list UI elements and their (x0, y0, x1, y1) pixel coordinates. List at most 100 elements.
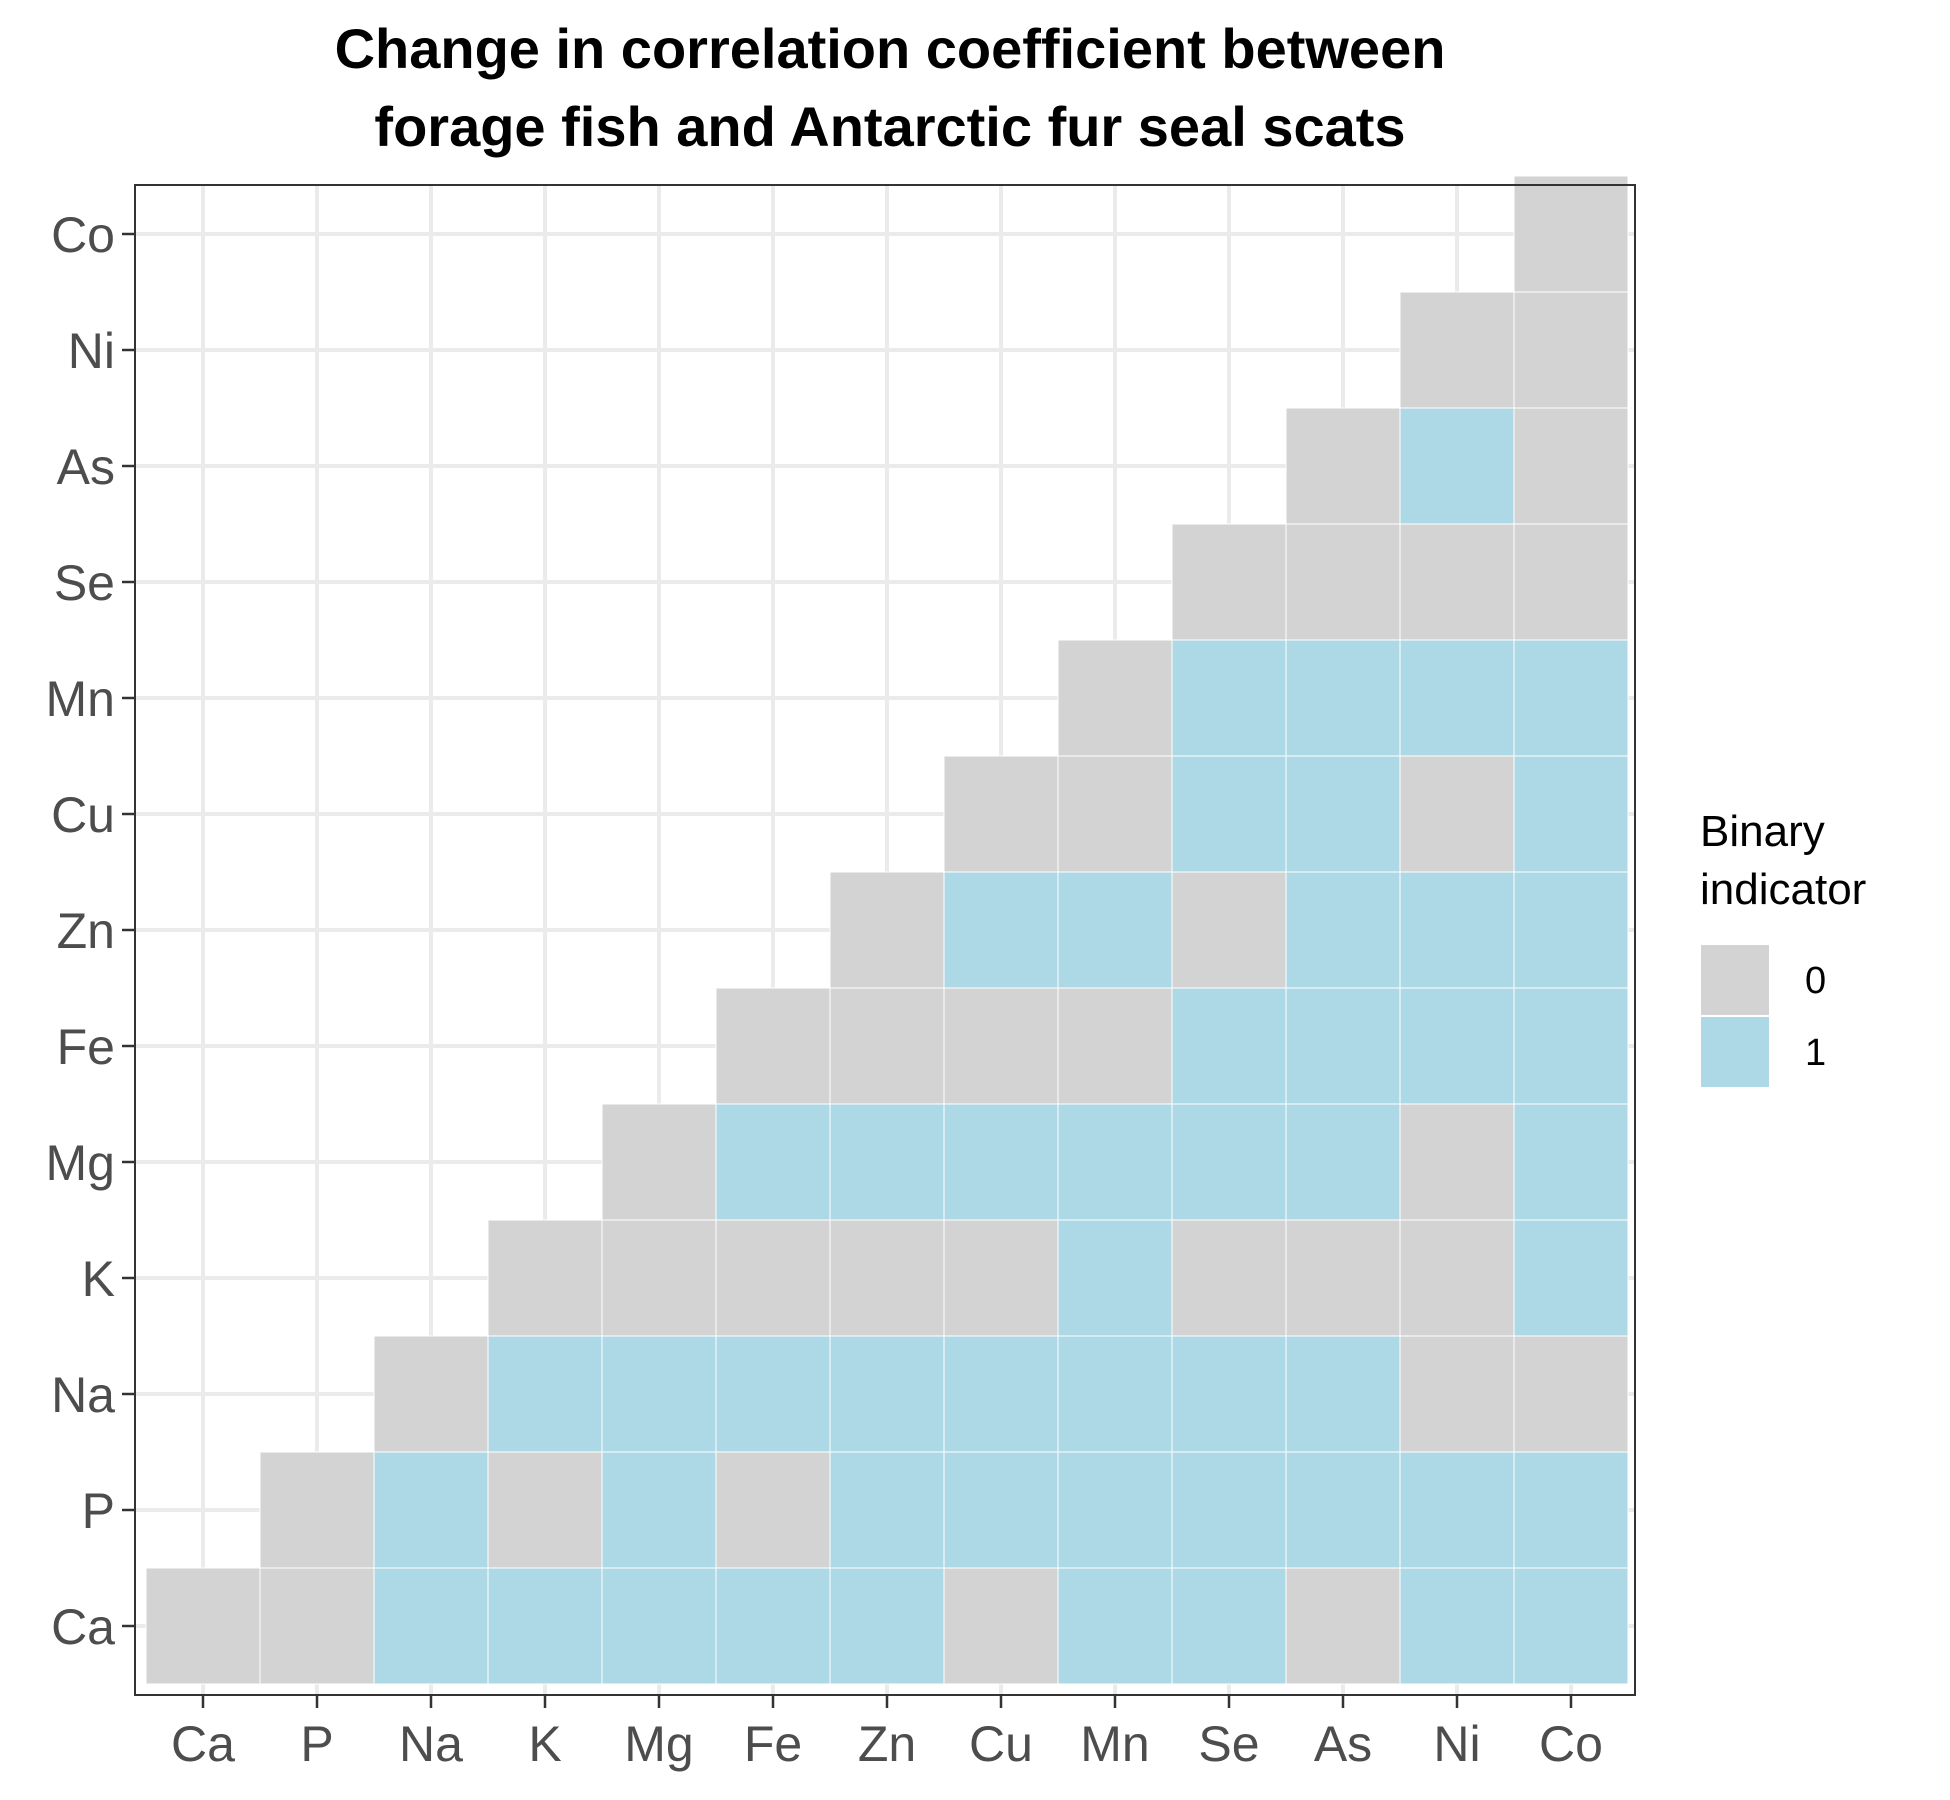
x-tick-label-se: Se (1198, 1716, 1259, 1772)
heatmap-cell-mn-cu (1057, 755, 1173, 873)
heatmap-cell-as-k (1285, 1219, 1401, 1337)
heatmap-cell-fe-fe (715, 987, 831, 1105)
heatmap-cell-as-mn (1285, 639, 1401, 757)
chart-title-line-2: forage fish and Antarctic fur seal scats (374, 95, 1405, 158)
heatmap-cell-as-cu (1285, 755, 1401, 873)
y-tick-label-ca: Ca (51, 1599, 115, 1655)
heatmap-cell-se-zn (1171, 871, 1287, 989)
y-tick-label-zn: Zn (57, 903, 115, 959)
heatmap-cell-se-fe (1171, 987, 1287, 1105)
heatmap-cell-cu-p (943, 1451, 1059, 1569)
heatmap-cell-cu-fe (943, 987, 1059, 1105)
legend-label-0: 0 (1805, 960, 1826, 1002)
heatmap-cell-as-as (1285, 407, 1401, 525)
heatmap-cell-fe-ca (715, 1567, 831, 1685)
legend-title-line-1: Binary (1700, 807, 1825, 856)
heatmap-cell-cu-mg (943, 1103, 1059, 1221)
y-tick-label-cu: Cu (51, 787, 115, 843)
heatmap-cell-se-cu (1171, 755, 1287, 873)
heatmap-cell-as-zn (1285, 871, 1401, 989)
heatmap-cell-zn-p (829, 1451, 945, 1569)
heatmap-cell-se-k (1171, 1219, 1287, 1337)
heatmap-cell-mg-ca (601, 1567, 717, 1685)
heatmap-cell-zn-zn (829, 871, 945, 989)
heatmap-cell-ni-k (1399, 1219, 1515, 1337)
heatmap-cell-zn-k (829, 1219, 945, 1337)
x-tick-label-k: K (528, 1716, 561, 1772)
x-tick-label-ni: Ni (1433, 1716, 1480, 1772)
heatmap-cell-se-ca (1171, 1567, 1287, 1685)
heatmap-cell-co-p (1513, 1451, 1629, 1569)
heatmap-cell-zn-ca (829, 1567, 945, 1685)
heatmap-cells (145, 175, 1629, 1685)
heatmap-cell-mn-mn (1057, 639, 1173, 757)
heatmap-cell-cu-zn (943, 871, 1059, 989)
heatmap-cell-se-mn (1171, 639, 1287, 757)
heatmap-cell-se-se (1171, 523, 1287, 641)
heatmap-cell-as-se (1285, 523, 1401, 641)
y-tick-label-se: Se (54, 555, 115, 611)
legend-title-line-2: indicator (1700, 865, 1866, 914)
heatmap-cell-as-mg (1285, 1103, 1401, 1221)
chart-title: Change in correlation coefficient betwee… (335, 17, 1446, 158)
heatmap-cell-ni-ca (1399, 1567, 1515, 1685)
heatmap-cell-mn-mg (1057, 1103, 1173, 1221)
heatmap-cell-mn-ca (1057, 1567, 1173, 1685)
x-tick-label-p: P (300, 1716, 333, 1772)
x-tick-label-cu: Cu (969, 1716, 1033, 1772)
heatmap-cell-p-ca (259, 1567, 375, 1685)
heatmap-cell-ca-ca (145, 1567, 261, 1685)
heatmap-cell-co-ca (1513, 1567, 1629, 1685)
heatmap-cell-na-p (373, 1451, 489, 1569)
heatmap-cell-cu-cu (943, 755, 1059, 873)
heatmap-cell-mg-na (601, 1335, 717, 1453)
heatmap-cell-as-p (1285, 1451, 1401, 1569)
heatmap-cell-ni-cu (1399, 755, 1515, 873)
heatmap-cell-k-ca (487, 1567, 603, 1685)
heatmap-cell-mn-k (1057, 1219, 1173, 1337)
legend-key-0 (1699, 943, 1771, 1017)
heatmap-cell-mg-k (601, 1219, 717, 1337)
heatmap-cell-fe-k (715, 1219, 831, 1337)
y-tick-label-co: Co (51, 207, 115, 263)
heatmap-cell-fe-na (715, 1335, 831, 1453)
x-tick-label-as: As (1314, 1716, 1372, 1772)
heatmap-cell-as-fe (1285, 987, 1401, 1105)
y-tick-label-p: P (82, 1483, 115, 1539)
heatmap-cell-mn-na (1057, 1335, 1173, 1453)
heatmap-cell-co-k (1513, 1219, 1629, 1337)
heatmap-cell-ni-mn (1399, 639, 1515, 757)
y-tick-label-fe: Fe (57, 1019, 115, 1075)
heatmap-cell-se-mg (1171, 1103, 1287, 1221)
x-tick-label-mg: Mg (624, 1716, 693, 1772)
heatmap-cell-k-na (487, 1335, 603, 1453)
heatmap-cell-ni-as (1399, 407, 1515, 525)
x-tick-label-co: Co (1539, 1716, 1603, 1772)
heatmap-cell-mg-p (601, 1451, 717, 1569)
heatmap-cell-zn-na (829, 1335, 945, 1453)
heatmap-cell-k-k (487, 1219, 603, 1337)
heatmap-cell-mn-fe (1057, 987, 1173, 1105)
heatmap-cell-co-mn (1513, 639, 1629, 757)
legend: Binary indicator 01 (1699, 807, 1866, 1089)
heatmap-cell-co-mg (1513, 1103, 1629, 1221)
heatmap-cell-k-p (487, 1451, 603, 1569)
heatmap-cell-co-zn (1513, 871, 1629, 989)
heatmap-cell-fe-mg (715, 1103, 831, 1221)
x-tick-label-na: Na (399, 1716, 463, 1772)
heatmap-cell-ni-p (1399, 1451, 1515, 1569)
heatmap-cell-as-ca (1285, 1567, 1401, 1685)
x-tick-label-ca: Ca (171, 1716, 235, 1772)
x-tick-label-fe: Fe (744, 1716, 802, 1772)
heatmap-cell-se-p (1171, 1451, 1287, 1569)
heatmap-cell-co-fe (1513, 987, 1629, 1105)
heatmap-cell-se-na (1171, 1335, 1287, 1453)
heatmap-cell-ni-zn (1399, 871, 1515, 989)
heatmap-cell-na-na (373, 1335, 489, 1453)
y-tick-label-k: K (82, 1251, 115, 1307)
legend-key-1 (1699, 1015, 1771, 1089)
y-tick-label-mg: Mg (46, 1135, 115, 1191)
x-tick-label-zn: Zn (858, 1716, 916, 1772)
